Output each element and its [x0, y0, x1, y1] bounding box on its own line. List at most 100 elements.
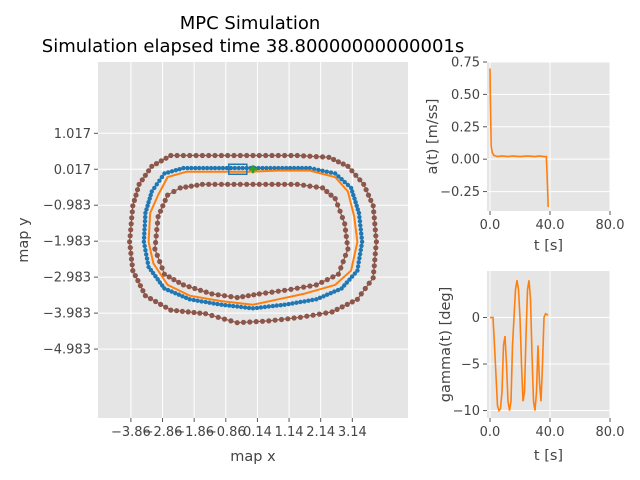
reference-point	[193, 165, 198, 171]
reference-point	[310, 297, 315, 303]
reference-point	[144, 252, 149, 257]
outer_boundary-point	[294, 152, 300, 159]
outer_boundary-point	[240, 319, 247, 325]
inner_boundary-point	[343, 233, 349, 239]
inner_boundary-point	[275, 288, 281, 294]
inner_boundary-point	[159, 265, 165, 271]
reference-point	[189, 165, 194, 171]
inner_boundary-point	[256, 181, 262, 187]
reference-point	[219, 302, 224, 307]
reference-point	[142, 223, 147, 228]
reference-point	[280, 165, 285, 171]
reference-point	[295, 165, 301, 171]
reference-point	[143, 214, 148, 220]
outer_boundary-point	[128, 256, 135, 262]
outer_boundary-point	[291, 315, 297, 321]
outer_boundary-point	[206, 152, 212, 159]
inner_boundary-point	[188, 183, 194, 189]
reference-point	[204, 165, 210, 171]
inner_boundary-point	[161, 271, 167, 277]
reference-point	[142, 219, 148, 224]
reference-point	[180, 294, 185, 299]
inner_boundary-point	[337, 208, 343, 214]
reference-point	[220, 165, 226, 171]
accel-xtick-label: 40.0	[536, 218, 565, 233]
reference-point	[320, 168, 325, 173]
inner_boundary-point	[269, 181, 275, 187]
reference-point	[328, 291, 333, 296]
reference-point	[335, 287, 341, 293]
outer_boundary-point	[237, 152, 243, 159]
outer_boundary-point	[225, 152, 231, 159]
outer_boundary-point	[231, 152, 237, 159]
reference-point	[276, 165, 281, 171]
outer_boundary-point	[187, 152, 193, 159]
reference-point	[146, 200, 151, 205]
reference-point	[197, 165, 202, 171]
reference-point	[254, 305, 260, 311]
reference-point	[357, 256, 362, 261]
reference-point	[224, 165, 230, 171]
reference-point	[352, 271, 357, 276]
reference-point	[235, 304, 240, 309]
reference-point	[342, 283, 347, 288]
inner_boundary-point	[194, 182, 200, 188]
outer_boundary-point	[371, 215, 377, 221]
outer_boundary-point	[354, 296, 360, 302]
reference-point	[157, 178, 162, 183]
reference-point	[173, 168, 178, 173]
inner_boundary-point	[324, 277, 330, 283]
inner_boundary-point	[166, 274, 172, 280]
inner_boundary-point	[231, 181, 237, 187]
reference-point	[145, 260, 150, 265]
inner_boundary-point	[186, 284, 192, 290]
accel-series-line	[489, 68, 549, 208]
outer_boundary-point	[199, 152, 205, 159]
reference-point	[339, 177, 344, 182]
reference-point	[351, 192, 356, 198]
outer_boundary-point	[146, 168, 152, 174]
inner_boundary-point	[215, 292, 221, 298]
outer_boundary-point	[297, 314, 303, 320]
accel-ytick-label: 0.00	[451, 153, 480, 168]
outer_boundary-point	[128, 221, 134, 227]
inner_boundary-point	[212, 181, 218, 187]
reference-point	[278, 303, 283, 308]
inner_boundary-point	[294, 181, 300, 187]
reference-point	[355, 268, 360, 273]
inner_boundary-point	[342, 221, 348, 227]
outer_boundary-point	[197, 310, 203, 316]
inner_boundary-point	[342, 252, 349, 258]
inner_boundary-point	[240, 294, 246, 300]
outer_boundary-point	[142, 172, 148, 178]
inner_boundary-point	[162, 197, 168, 203]
steer-ylabel: gamma(t) [deg]	[438, 287, 454, 402]
inner_boundary-point	[319, 279, 325, 285]
inner_boundary-point	[176, 279, 182, 285]
outer_boundary-point	[163, 304, 169, 310]
outer_boundary-point	[326, 154, 332, 160]
outer_boundary-point	[228, 318, 234, 324]
outer_boundary-point	[168, 307, 174, 313]
steering-panel: 0.0 40.0 80.0 0 −5 −10 t [s] gamma(t) [deg]	[438, 271, 624, 464]
outer_boundary-point	[373, 245, 379, 251]
reference-point	[212, 165, 218, 171]
reference-point	[203, 299, 208, 305]
reference-point	[355, 264, 361, 269]
inner_boundary-point	[228, 294, 234, 300]
outer_boundary-point	[334, 306, 340, 312]
reference-point	[142, 243, 147, 249]
reference-point	[348, 185, 354, 191]
outer_boundary-point	[180, 152, 186, 159]
outer_boundary-point	[221, 316, 228, 322]
outer_boundary-point	[127, 245, 133, 251]
outer_boundary-point	[275, 152, 281, 159]
reference-point	[183, 295, 189, 300]
outer_boundary-point	[137, 283, 143, 289]
reference-point	[299, 165, 305, 171]
inner_boundary-point	[177, 185, 183, 191]
reference-point	[146, 264, 151, 270]
reference-point	[181, 165, 186, 171]
outer_boundary-point	[363, 187, 369, 193]
inner_boundary-point	[192, 285, 198, 292]
